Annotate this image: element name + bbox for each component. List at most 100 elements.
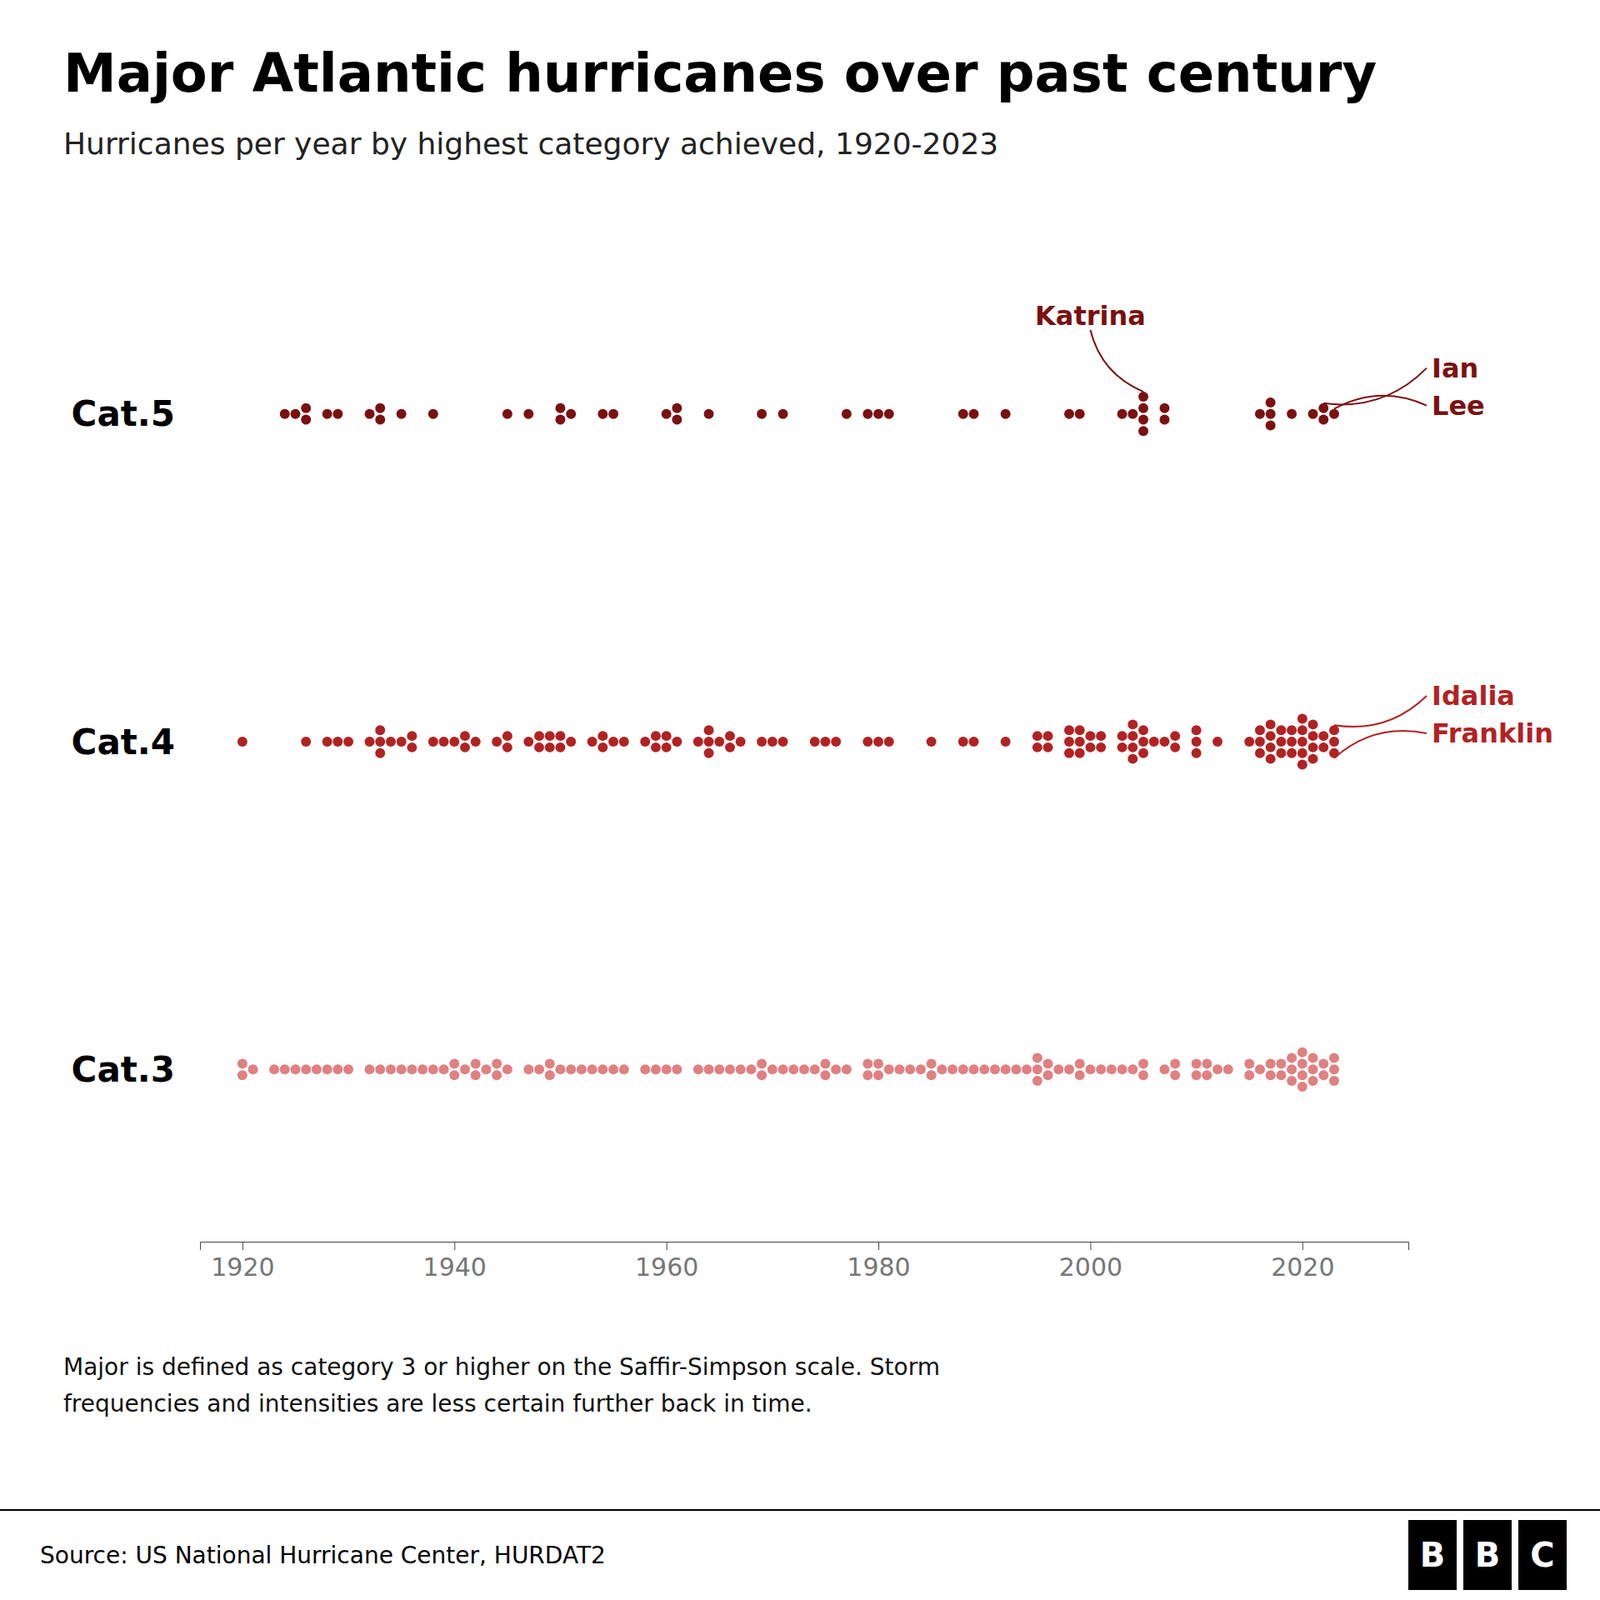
dot — [905, 1064, 915, 1075]
dot — [587, 1064, 598, 1075]
dot — [671, 403, 682, 414]
dot — [322, 1064, 333, 1075]
dot — [1117, 730, 1128, 741]
dot — [1138, 403, 1149, 414]
dot — [1170, 742, 1180, 753]
dot — [1064, 725, 1075, 735]
dot — [756, 1058, 767, 1069]
x-tick-mark — [666, 1241, 668, 1250]
annotations: KatrinaIanLeeIdaliaFranklin — [1035, 300, 1554, 759]
dot — [322, 736, 333, 747]
dot — [619, 1064, 630, 1075]
dot — [767, 1064, 778, 1075]
source-rule — [0, 1509, 1600, 1511]
dot — [873, 1070, 884, 1080]
dot — [650, 742, 661, 753]
dot — [375, 748, 385, 759]
axis-domain — [200, 1242, 1410, 1251]
dot — [778, 409, 789, 420]
dot — [1085, 742, 1095, 753]
dot — [704, 1064, 715, 1075]
x-tick-label: 2000 — [1059, 1252, 1123, 1282]
dot — [280, 1064, 290, 1075]
dot — [1286, 1064, 1297, 1075]
dot — [820, 736, 830, 747]
dot — [661, 742, 672, 753]
annotation-line — [1334, 695, 1427, 727]
dot — [385, 1064, 396, 1075]
dot — [1064, 409, 1075, 420]
dot — [841, 1064, 852, 1075]
dot — [1286, 1053, 1297, 1064]
dot — [799, 1064, 810, 1075]
dot — [1318, 1070, 1329, 1080]
series-dots — [237, 714, 1340, 770]
dot — [1010, 1064, 1021, 1075]
dot — [1286, 725, 1297, 735]
dot — [969, 1064, 980, 1075]
dot — [597, 409, 608, 420]
dot — [1095, 730, 1106, 741]
dot — [1212, 736, 1223, 747]
dot — [1117, 1064, 1128, 1075]
dot — [417, 1064, 428, 1075]
dot — [778, 736, 789, 747]
dot — [439, 1064, 450, 1075]
dot — [332, 1064, 343, 1075]
x-tick-mark — [878, 1241, 880, 1250]
dot — [1297, 1058, 1308, 1069]
dot — [290, 409, 300, 420]
dot — [332, 409, 343, 420]
dot — [1201, 1070, 1212, 1080]
dot — [470, 1058, 481, 1069]
dot — [650, 730, 661, 741]
dot — [1286, 748, 1297, 759]
dot — [1064, 736, 1075, 747]
dot — [1255, 736, 1265, 747]
dot — [1201, 1058, 1212, 1069]
dot — [704, 725, 715, 735]
dot — [756, 409, 767, 420]
dot — [756, 1070, 767, 1080]
dot — [1138, 736, 1149, 747]
dot — [1265, 409, 1276, 420]
dot — [862, 409, 873, 420]
dot — [1138, 725, 1149, 735]
dot — [958, 409, 969, 420]
dot — [1318, 415, 1329, 425]
dot — [894, 1064, 905, 1075]
x-tick-label: 1960 — [635, 1252, 699, 1282]
dot — [1244, 1058, 1255, 1069]
dot — [1297, 748, 1308, 759]
dot — [862, 1070, 873, 1080]
logo-text: BBC — [1420, 1535, 1555, 1575]
dot — [1308, 754, 1319, 765]
dot — [725, 1064, 735, 1075]
dot — [385, 736, 396, 747]
dot — [502, 742, 513, 753]
dot — [915, 1064, 926, 1075]
dot — [1085, 1064, 1095, 1075]
dot — [1275, 725, 1286, 735]
dot — [608, 409, 619, 420]
dot — [555, 403, 565, 414]
dot — [1075, 736, 1085, 747]
dot — [375, 736, 385, 747]
dot — [1286, 409, 1297, 420]
dot — [1032, 742, 1043, 753]
dot — [1191, 725, 1202, 735]
background — [0, 0, 1600, 1600]
dot — [1297, 1070, 1308, 1080]
dot — [862, 736, 873, 747]
dot — [830, 1064, 841, 1075]
logo-letter: B — [1475, 1535, 1501, 1575]
x-tick-label: 1980 — [846, 1252, 910, 1282]
source: Source: US National Hurricane Center, HU… — [40, 1541, 606, 1570]
dot — [545, 1058, 555, 1069]
footnote-line: frequencies and intensities are less cer… — [63, 1390, 813, 1418]
dot — [1255, 409, 1265, 420]
dot — [1170, 1058, 1180, 1069]
dot — [608, 1064, 619, 1075]
dot — [597, 1064, 608, 1075]
dot — [1032, 1053, 1043, 1064]
